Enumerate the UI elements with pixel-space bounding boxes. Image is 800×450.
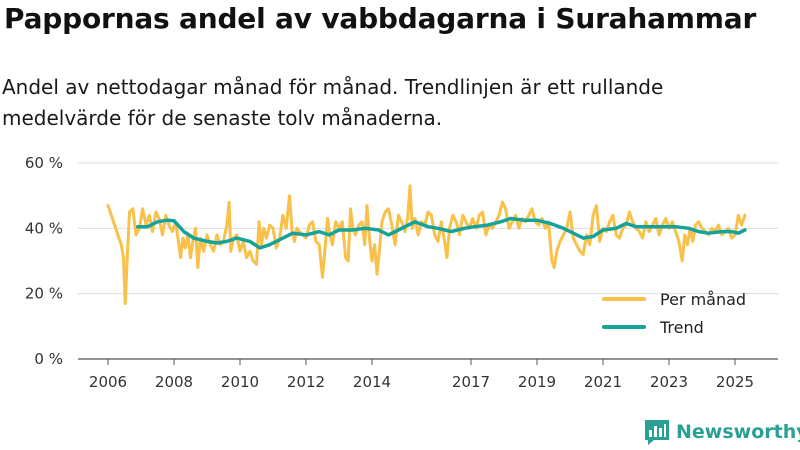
y-tick-label: 20 % <box>25 285 63 303</box>
y-tick-label: 40 % <box>25 219 63 237</box>
chart-title: Pappornas andel av vabbdagarna i Suraham… <box>4 2 757 35</box>
series-line-trend <box>135 216 747 250</box>
x-tick-label: 2010 <box>221 373 259 391</box>
legend-label-per-manad: Per månad <box>660 290 746 309</box>
legend: Per månad Trend <box>602 290 746 337</box>
y-tick-label: 0 % <box>34 350 63 368</box>
series-line-per-manad <box>106 184 747 305</box>
x-tick-label: 2021 <box>584 373 622 391</box>
legend-label-trend: Trend <box>659 318 704 337</box>
x-tick-label: 2025 <box>716 373 754 391</box>
x-tick-label: 2008 <box>155 373 193 391</box>
x-tick-label: 2014 <box>353 373 391 391</box>
x-tick-label: 2017 <box>452 373 490 391</box>
x-tick-label: 2023 <box>650 373 688 391</box>
x-tick-label: 2012 <box>287 373 325 391</box>
newsworthy-brand[interactable]: Newsworthy <box>644 418 800 446</box>
brand-name: Newsworthy <box>676 421 800 443</box>
x-axis-tick-labels: 2006 2008 2010 2012 2014 2017 2019 2021 2023 2025 <box>89 359 754 391</box>
series-lines <box>106 184 747 305</box>
chart-subtitle: Andel av nettodagar månad för månad. Tre… <box>2 75 664 130</box>
y-axis-tick-labels: 0 % 20 % 40 % 60 % <box>25 154 63 368</box>
x-tick-label: 2019 <box>518 373 556 391</box>
y-tick-label: 60 % <box>25 154 63 172</box>
bar-chart-logo-icon <box>645 420 669 445</box>
x-tick-label: 2006 <box>89 373 127 391</box>
